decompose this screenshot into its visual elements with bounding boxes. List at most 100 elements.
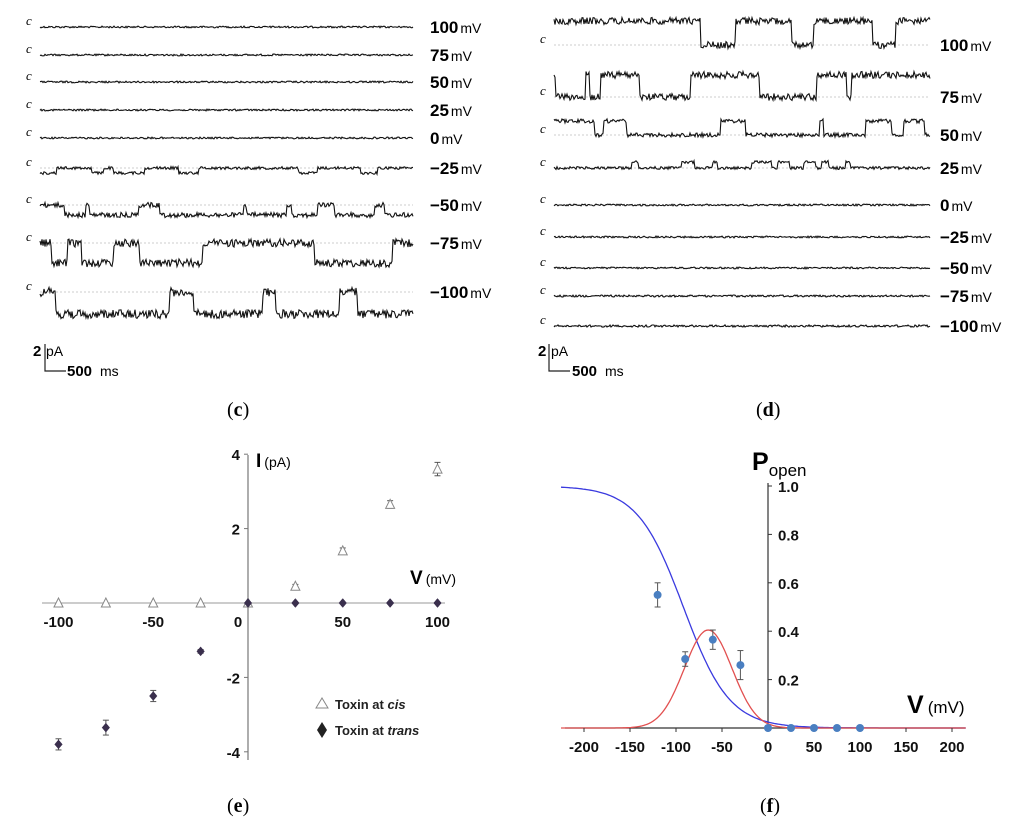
current-trace [39,164,413,177]
current-trace [39,285,414,321]
f-data-point [787,724,795,732]
f-y-axis-label: Popen [752,448,807,480]
current-trace [553,203,931,207]
svg-text:(c): (c) [227,399,249,421]
d-trace-row: c 0 mV [540,191,973,215]
current-trace [39,136,414,140]
f-x-tick-label: -150 [615,739,645,756]
scale-time-unit: ms [100,363,119,379]
current-trace [553,15,931,51]
closed-state-marker: c [540,154,546,169]
f-x-tick-label: 0 [764,739,772,756]
closed-state-marker: c [540,83,546,98]
e-point-trans [54,739,63,750]
panel-label-c: (c) [227,399,249,421]
c-trace-row: c −75 mV [26,229,483,269]
panel-d-scale-bar: 2 pA 500 ms [538,343,624,380]
closed-state-marker: c [26,229,32,244]
c-trace-row: c −100 mV [26,278,492,321]
f-x-axis-label: V (mV) [907,691,965,719]
panel-label-e: (e) [227,795,249,817]
f-y-tick-label: 1.0 [778,479,799,496]
current-trace [39,53,414,57]
closed-state-marker: c [26,191,32,206]
current-trace [39,108,414,112]
d-trace-row: c −100 mV [540,312,1002,336]
c-trace-row: c 100 mV [26,13,482,37]
voltage-label: 25 mV [430,101,473,120]
e-y-tick-label: 2 [232,522,240,539]
e-point-trans [101,722,111,733]
closed-state-marker: c [540,191,546,206]
c-trace-row: c −25 mV [26,154,483,178]
f-x-tick-label: -50 [711,739,733,756]
d-trace-row: c 50 mV [540,117,983,145]
voltage-label: 0 mV [430,129,463,148]
closed-state-marker: c [26,41,32,56]
f-data-point [833,724,841,732]
e-point-cis [384,498,396,509]
voltage-label: 75 mV [430,46,473,65]
voltage-label: 100 mV [940,36,992,55]
voltage-label: −75 mV [940,287,993,306]
f-data-point [856,724,864,732]
scale-current-unit: pA [551,343,569,359]
f-x-tick-label: 100 [847,739,872,756]
e-point-trans [338,598,347,608]
scale-current-value: 2 [538,343,546,360]
voltage-label: −100 mV [940,317,1002,336]
panel-label-f: (f) [760,795,780,817]
e-point-cis [147,596,159,608]
f-data-point [764,724,772,732]
current-trace [39,25,414,29]
f-x-tick-label: -200 [569,739,599,756]
f-y-tick-label: 0.4 [778,624,800,641]
closed-state-marker: c [540,282,546,297]
current-trace [39,237,414,269]
c-trace-row: c 75 mV [26,41,473,65]
d-trace-row: c −25 mV [540,223,993,247]
f-fit-curve-boltzmann [560,486,966,729]
d-trace-row: c 100 mV [540,15,992,55]
e-y-axis-label: I (pA) [256,451,291,472]
f-y-tick-label: 0.6 [778,576,799,593]
e-point-trans [385,598,395,608]
e-point-trans [243,598,253,608]
closed-state-marker: c [26,13,32,28]
closed-state-marker: c [26,154,32,169]
current-trace [39,200,414,220]
f-data-point [810,724,818,732]
closed-state-marker: c [540,31,546,46]
current-trace [553,117,931,139]
scale-time-unit: ms [605,363,624,379]
f-y-tick-label: 0.2 [778,673,799,690]
panel-d-traces: c 100 mV c 75 mV c 50 mV c 25 mV c 0 mV c −25 mV c −50 mV c −7… [540,15,1002,336]
voltage-label: 50 mV [940,126,983,145]
closed-state-marker: c [26,124,32,139]
panel-label-d: (d) [756,399,780,421]
f-x-tick-label: 150 [893,739,918,756]
voltage-label: −75 mV [430,234,483,253]
closed-state-marker: c [26,96,32,111]
current-trace [553,294,931,299]
voltage-label: −50 mV [430,196,483,215]
e-point-cis [432,462,443,474]
closed-state-marker: c [26,278,32,293]
e-point-cis [53,596,64,608]
f-data-point [653,590,662,599]
legend-entry-trans: Toxin at trans [335,723,419,738]
e-x-axis-label: V (mV) [410,568,456,589]
e-x-tick-label: -100 [43,614,73,631]
f-x-tick-label: -100 [661,739,691,756]
e-point-cis [290,580,301,591]
closed-state-marker: c [540,254,546,269]
current-trace [553,158,931,171]
voltage-label: −50 mV [940,259,993,278]
closed-state-marker: c [26,68,32,83]
panel-c-traces: c 100 mV c 75 mV c 50 mV c 25 mV c 0 mV c −25 mV c −50 mV c −7… [26,13,492,321]
scale-time-value: 500 [572,363,597,380]
e-legend: Toxin at cis Toxin at trans [315,697,419,738]
e-point-trans [433,598,442,608]
e-point-cis [195,596,206,608]
d-trace-row: c 75 mV [540,69,983,107]
